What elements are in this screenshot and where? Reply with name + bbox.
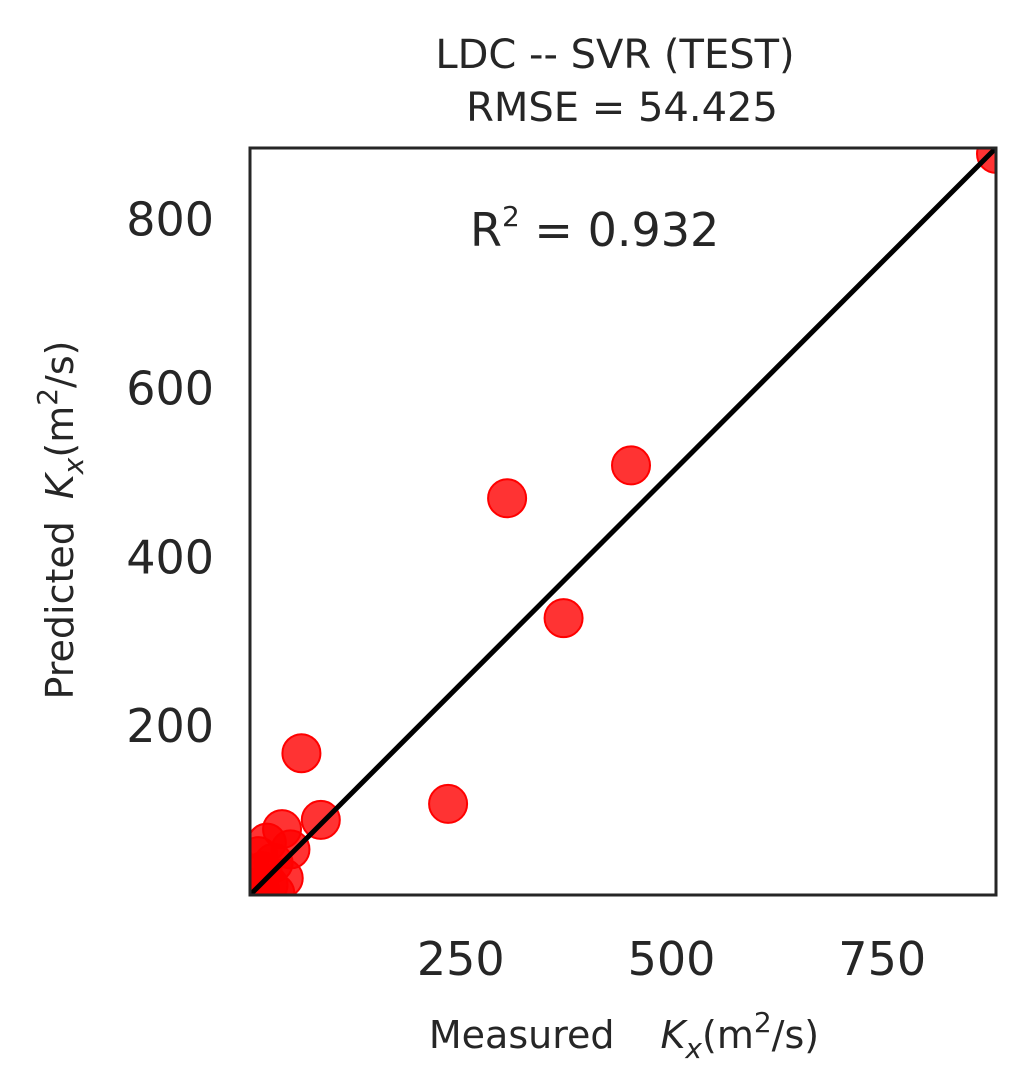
y-tick-label: 400 [126, 530, 214, 584]
x-tick-labels: 250 500 750 [417, 932, 926, 986]
y-label-unit-close: /s) [38, 341, 82, 388]
x-tick-label: 250 [417, 932, 505, 986]
y-axis-label: Predicted Kx(m2/s) [31, 341, 90, 700]
x-label-unit-sup: 2 [754, 1006, 772, 1039]
scatter-point [281, 733, 322, 774]
y-tick-label: 200 [126, 699, 214, 753]
r2-superscript: 2 [502, 200, 520, 233]
scatter-point [543, 598, 584, 639]
r2-annotation: R2 = 0.932 [470, 200, 719, 257]
x-label-unit-open: (m [702, 1013, 754, 1057]
y-label-symbol: K [38, 471, 82, 499]
y-tick-label: 800 [126, 193, 214, 247]
scatter-point [250, 868, 273, 895]
chart-title: LDC -- SVR (TEST) [435, 32, 794, 78]
y-label-unit-open: (m [38, 406, 82, 458]
y-tick-label: 600 [126, 362, 214, 416]
y-tick-labels: 200 400 600 800 [126, 193, 214, 753]
x-label-unit-close: /s) [772, 1013, 819, 1057]
x-tick-label: 750 [838, 932, 926, 986]
x-label-prefix: Measured [429, 1013, 615, 1057]
x-axis-label: Measured Kx(m2/s) [429, 1006, 819, 1065]
plot-frame [248, 146, 998, 897]
y-label-unit-sup: 2 [31, 388, 64, 406]
scatter-points [250, 148, 996, 895]
x-tick-label: 500 [628, 932, 716, 986]
chart-subtitle: RMSE = 54.425 [466, 85, 778, 131]
y-label-sub: x [57, 457, 90, 475]
r2-value: = 0.932 [520, 203, 719, 257]
scatter-point [487, 478, 528, 519]
x-label-sub: x [684, 1032, 702, 1065]
scatter-point [428, 783, 469, 824]
x-label-symbol: K [661, 1013, 689, 1057]
y-label-prefix: Predicted [38, 521, 82, 699]
reference-line [250, 148, 996, 895]
scatter-point [611, 445, 652, 486]
scatter-point [300, 799, 341, 840]
r2-prefix: R [470, 203, 502, 257]
